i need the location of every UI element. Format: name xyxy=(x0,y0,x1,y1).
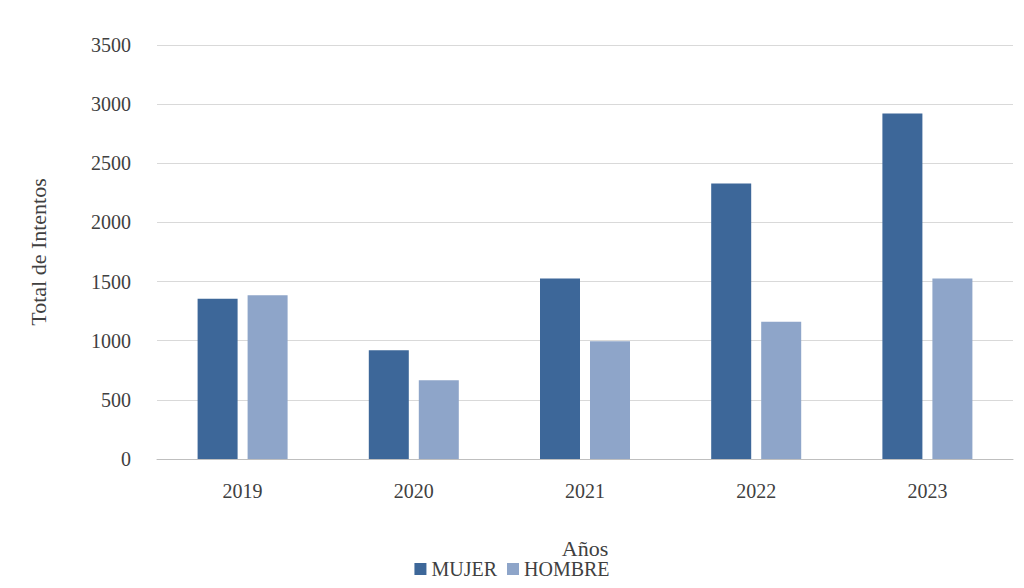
svg-text:2019: 2019 xyxy=(223,480,263,502)
svg-text:2500: 2500 xyxy=(91,152,131,174)
svg-text:2021: 2021 xyxy=(565,480,605,502)
svg-text:1500: 1500 xyxy=(91,271,131,293)
svg-text:3000: 3000 xyxy=(91,93,131,115)
svg-text:3500: 3500 xyxy=(91,34,131,56)
svg-text:2022: 2022 xyxy=(736,480,776,502)
svg-text:2023: 2023 xyxy=(907,480,947,502)
svg-text:Años: Años xyxy=(562,536,608,561)
svg-text:HOMBRE: HOMBRE xyxy=(524,558,610,580)
svg-text:500: 500 xyxy=(101,389,131,411)
svg-text:Total de Intentos: Total de Intentos xyxy=(26,178,51,326)
svg-text:2020: 2020 xyxy=(394,480,434,502)
svg-text:0: 0 xyxy=(121,448,131,470)
svg-text:MUJER: MUJER xyxy=(431,558,497,580)
svg-text:2000: 2000 xyxy=(91,211,131,233)
svg-text:1000: 1000 xyxy=(91,330,131,352)
